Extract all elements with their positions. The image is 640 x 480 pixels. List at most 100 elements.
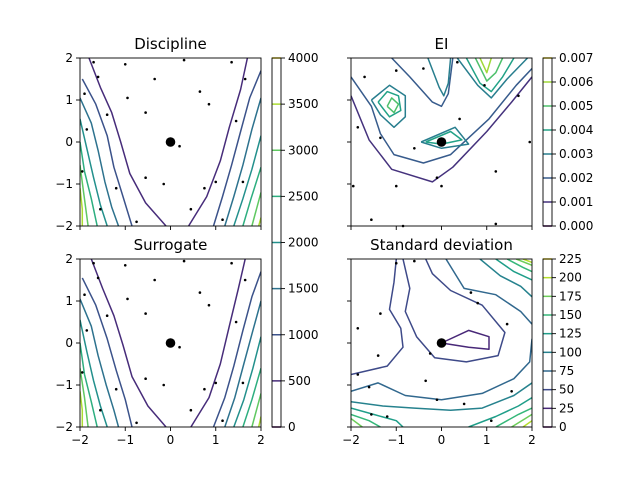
- sample-point: [114, 186, 118, 190]
- sample-point: [99, 207, 102, 211]
- contour-line: [80, 188, 84, 226]
- contour-line: [351, 413, 381, 427]
- sample-point: [510, 390, 513, 393]
- contour-line: [479, 58, 493, 74]
- contour-line: [233, 336, 261, 427]
- sample-point: [83, 92, 86, 95]
- contour-line: [80, 342, 98, 427]
- x-tick-label: −1: [116, 433, 134, 447]
- sample-point: [356, 373, 360, 376]
- sample-point: [96, 276, 100, 280]
- sample-point: [144, 176, 147, 179]
- sample-point: [135, 421, 138, 425]
- contour-line: [80, 298, 120, 427]
- contour-line: [251, 192, 261, 226]
- sample-point: [162, 182, 166, 186]
- colorbar-tick-label: 0.007: [559, 51, 593, 65]
- contour-line: [224, 300, 261, 427]
- sample-point: [422, 67, 425, 70]
- x-tick-label: −1: [387, 433, 405, 447]
- colorbar-tick-label: 3500: [288, 97, 319, 111]
- contour-line: [81, 277, 133, 427]
- sample-point: [505, 322, 509, 326]
- sample-point: [379, 312, 382, 315]
- sample-point: [424, 379, 427, 383]
- contour-line: [468, 396, 532, 427]
- y-tick-label: −1: [55, 378, 73, 392]
- contour-line: [242, 166, 261, 226]
- contour-line: [90, 259, 167, 427]
- contour-line: [212, 70, 261, 226]
- contour-line: [80, 97, 120, 226]
- sample-point: [135, 220, 138, 224]
- colorbar-tick-label: 0: [288, 420, 296, 434]
- x-tick-label: −2: [71, 433, 89, 447]
- colorbar: 0 25 50 75 100 125 150 175 200 225: [542, 252, 582, 434]
- sample-point: [126, 297, 129, 301]
- sample-point: [85, 329, 89, 332]
- colorbar-frame: [542, 258, 553, 428]
- panel-2: EI0.0000.0010.0020.0030.0040.0050.0060.0…: [347, 35, 593, 233]
- sample-point: [370, 413, 373, 416]
- colorbar-tick-label: 1500: [288, 282, 319, 296]
- sample-point: [153, 77, 156, 81]
- sample-point: [379, 136, 382, 140]
- sample-point: [207, 303, 211, 307]
- sample-point: [494, 222, 498, 226]
- sample-point: [394, 69, 398, 72]
- sample-point: [462, 402, 466, 406]
- sample-point: [385, 415, 389, 418]
- colorbar: 0.000 0.001 0.002 0.003 0.004 0.005 0.006 0.007: [542, 51, 593, 233]
- sample-point: [435, 176, 439, 179]
- y-tick-label: 1: [65, 294, 73, 308]
- current-point: [165, 338, 176, 348]
- sample-point: [456, 60, 459, 64]
- sample-point: [203, 186, 206, 190]
- current-point: [436, 137, 447, 147]
- colorbar-tick-label: 0.001: [559, 195, 593, 209]
- sample-point: [234, 119, 238, 123]
- colorbar-tick-label: 0.004: [559, 123, 593, 137]
- contour-line: [522, 259, 532, 264]
- contour-line: [80, 368, 89, 427]
- sample-point: [367, 385, 371, 389]
- contour-line: [187, 58, 249, 226]
- contour-line: [251, 393, 261, 427]
- y-tick-label: 2: [65, 51, 73, 65]
- sample-point: [413, 259, 416, 263]
- sample-point: [435, 398, 439, 402]
- contour-line: [427, 58, 452, 97]
- contour-line: [420, 126, 470, 150]
- sample-point: [234, 320, 238, 324]
- sample-point: [221, 218, 224, 221]
- sample-point: [214, 381, 218, 385]
- sample-point: [413, 147, 416, 150]
- contour-line: [80, 165, 89, 226]
- contour-line: [370, 84, 407, 129]
- colorbar-tick-label: 25: [559, 401, 574, 415]
- contour-line: [80, 141, 98, 226]
- sample-point: [144, 111, 147, 114]
- panel-title: Surrogate: [134, 236, 208, 254]
- panel-3: Surrogate −2 −1 0 1 2 −2 −1 0 1 2: [55, 236, 265, 447]
- contour-line: [351, 417, 363, 427]
- sample-points: [80, 58, 247, 224]
- colorbar-tick-label: 50: [559, 383, 574, 397]
- sample-point: [99, 408, 102, 412]
- x-tick-label: 2: [257, 433, 265, 447]
- sample-point: [83, 293, 86, 297]
- colorbar-tick-label: 1000: [288, 328, 319, 342]
- sample-point: [363, 75, 366, 79]
- sample-point: [123, 63, 127, 66]
- panel-title: Discipline: [134, 35, 207, 53]
- sample-point: [243, 77, 247, 81]
- sample-point: [356, 126, 360, 129]
- sample-point: [489, 419, 493, 423]
- contour-line: [351, 76, 532, 183]
- sample-points: [80, 259, 247, 425]
- colorbar-tick-label: 0.003: [559, 147, 593, 161]
- contour-line: [515, 259, 532, 266]
- contour-line: [377, 90, 402, 118]
- sample-point: [162, 383, 166, 387]
- sample-point: [469, 291, 473, 294]
